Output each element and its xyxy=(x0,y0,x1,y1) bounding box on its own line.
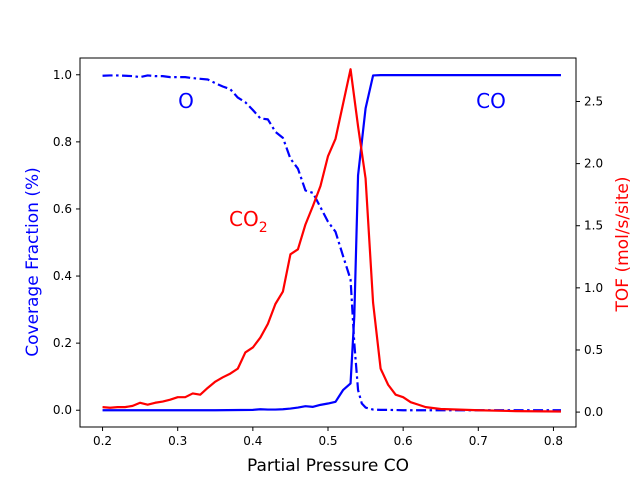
annotation-o: O xyxy=(178,89,194,113)
y-right-tick-label: 2.5 xyxy=(584,94,603,108)
y-left-tick-label: 0.4 xyxy=(53,269,72,283)
x-axis-label: Partial Pressure CO xyxy=(247,456,409,476)
annotation-co2: CO2 xyxy=(229,207,268,236)
x-tick-label: 0.2 xyxy=(93,434,112,448)
y-left-tick-label: 0.2 xyxy=(53,336,72,350)
x-axis: 0.2 0.3 0.4 0.5 0.6 0.7 0.8 xyxy=(93,427,563,448)
y-axis-left: 0.0 0.2 0.4 0.6 0.8 1.0 xyxy=(53,68,80,417)
y-right-tick-label: 0.5 xyxy=(584,343,603,357)
y-left-tick-label: 0.0 xyxy=(53,403,72,417)
y-left-tick-label: 0.6 xyxy=(53,202,72,216)
x-tick-label: 0.5 xyxy=(318,434,337,448)
x-tick-label: 0.3 xyxy=(168,434,187,448)
x-tick-label: 0.6 xyxy=(394,434,413,448)
y-right-tick-label: 0.0 xyxy=(584,405,603,419)
y-left-tick-label: 0.8 xyxy=(53,135,72,149)
y-axis-right: 0.0 0.5 1.0 1.5 2.0 2.5 xyxy=(576,94,603,419)
annotation-co: CO xyxy=(476,89,506,113)
annotation-co2-main: CO xyxy=(229,207,259,231)
x-tick-label: 0.4 xyxy=(243,434,262,448)
x-tick-label: 0.8 xyxy=(544,434,563,448)
y-right-tick-label: 1.0 xyxy=(584,281,603,295)
y-right-tick-label: 2.0 xyxy=(584,157,603,171)
series-layer xyxy=(102,68,561,413)
series-line-co xyxy=(102,74,561,412)
y-right-tick-label: 1.5 xyxy=(584,219,603,233)
x-tick-label: 0.7 xyxy=(469,434,488,448)
y-axis-right-label: TOF (mol/s/site) xyxy=(613,177,633,313)
annotation-co2-sub: 2 xyxy=(259,220,268,236)
y-axis-left-label: Coverage Fraction (%) xyxy=(23,167,43,357)
series-line-co2 xyxy=(102,68,561,413)
y-left-tick-label: 1.0 xyxy=(53,68,72,82)
